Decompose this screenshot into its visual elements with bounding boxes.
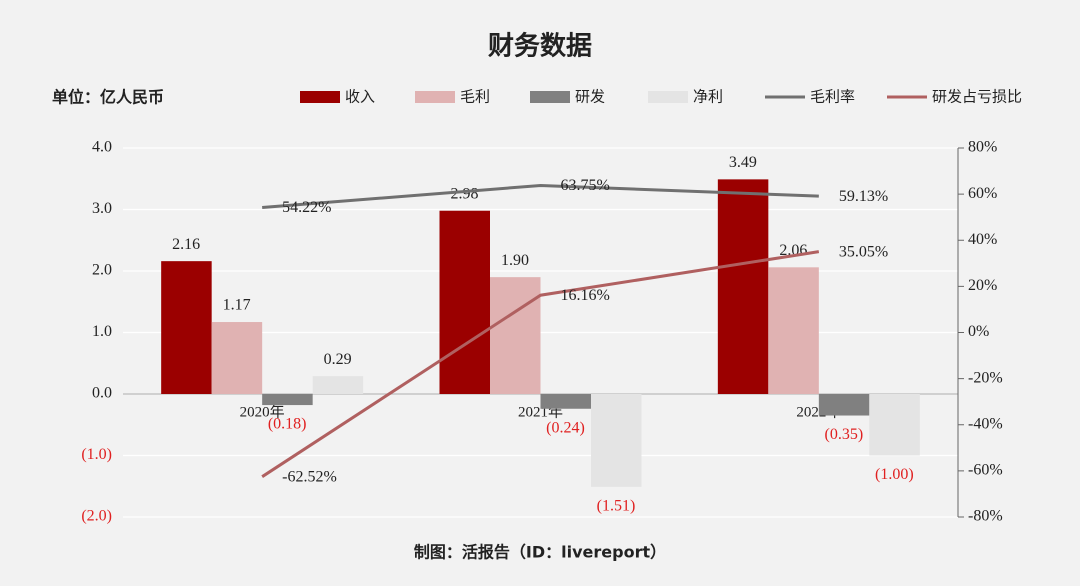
value-label: 63.75% [561,177,610,194]
chart-title: 财务数据 [488,32,592,62]
y2-tick-label: 40% [968,231,997,248]
value-label: 16.16% [561,287,610,304]
y2-tick-label: 20% [968,277,997,294]
x-tick-label: 2020年 [240,403,285,420]
bar [312,376,364,394]
bar [869,394,920,456]
value-label: (1.51) [597,498,636,515]
legend-swatch [530,91,570,103]
y2-tick-label: -60% [968,462,1003,479]
unit-label: 单位：亿人民币 [52,88,164,107]
y2-tick-label: 0% [968,323,989,340]
y-tick-label: (1.0) [81,446,112,463]
line [261,250,820,478]
legend-label: 毛利 [460,88,490,106]
bar [161,261,212,394]
value-label: 35.05% [839,243,888,260]
y-tick-label: 1.0 [92,323,112,340]
bar [211,322,263,394]
value-label: -62.52% [282,468,337,485]
y-tick-label: (2.0) [81,508,112,525]
y-tick-label: 4.0 [92,139,112,156]
y2-tick-label: 80% [968,139,997,156]
y2-tick-label: -40% [968,415,1003,432]
value-label: 2.98 [451,185,479,202]
value-label: (0.24) [546,419,585,436]
value-label: 54.22% [282,199,331,216]
value-label: 3.49 [729,154,757,171]
legend-label: 研发 [575,88,605,106]
value-label: 1.90 [501,252,529,269]
legend-label: 净利 [693,88,723,106]
value-label: (1.00) [875,466,914,483]
bar [818,394,870,416]
bar [591,394,642,487]
source: 制图：活报告（ID：livereport） [414,543,666,562]
bar [717,179,769,394]
bar [768,267,819,394]
value-label: 2.16 [172,236,200,253]
legend-label: 收入 [345,88,375,106]
value-label: 0.29 [324,351,352,368]
value-label: 59.13% [839,188,888,205]
y2-tick-label: -20% [968,369,1003,386]
bar [262,394,313,406]
value-label: (0.18) [268,416,307,433]
value-label: 1.17 [223,297,251,314]
line [262,183,819,209]
bar [439,210,490,394]
legend-swatch [648,91,688,103]
value-label: (0.35) [825,426,864,443]
bar [490,277,541,394]
y2-tick-label: 60% [968,185,997,202]
legend-swatch [300,91,340,103]
y2-tick-label: -80% [968,508,1003,525]
y-tick-label: 2.0 [92,262,112,279]
y-tick-label: 3.0 [92,200,112,217]
legend-label: 研发占亏损比 [932,88,1022,106]
y-tick-label: 0.0 [92,385,112,402]
legend-swatch [415,91,455,103]
legend-label: 毛利率 [810,88,855,106]
bar [540,394,591,409]
